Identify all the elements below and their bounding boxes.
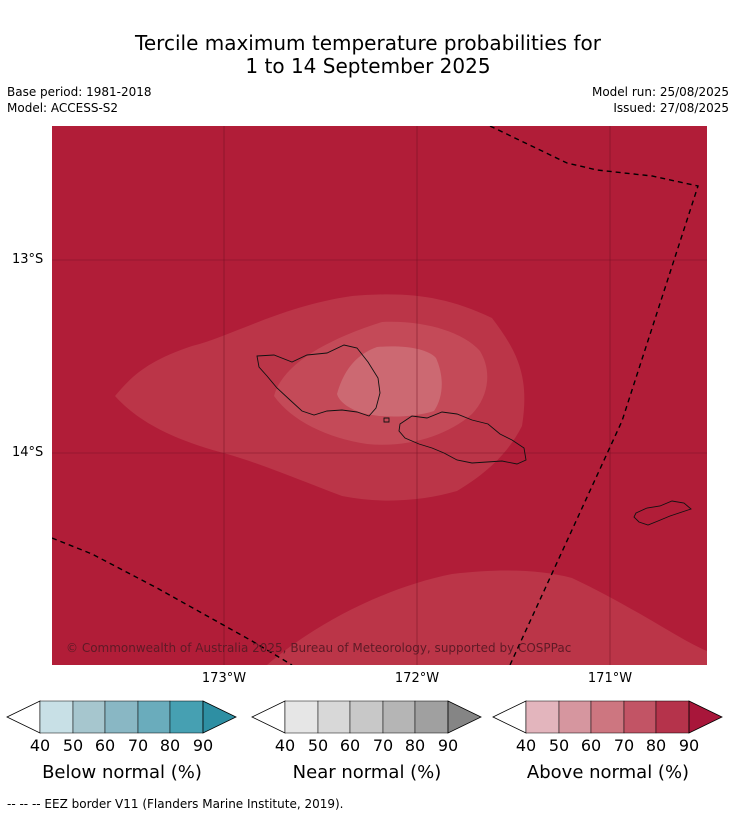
island-savaii [256,344,381,417]
meta-right: Model run: 25/08/2025 Issued: 27/08/2025 [592,84,729,116]
colorbar-above-upper-arrow [688,700,723,734]
contour-inner [337,346,442,417]
graticule [52,126,707,665]
island-manono [383,417,390,423]
legend-above-caption: Above normal (%) [526,762,690,783]
meta-left: Base period: 1981-2018 Model: ACCESS-S2 [7,84,152,116]
tick-near-90: 90 [437,736,459,755]
colorbar-near-bin-50 [317,700,351,734]
tick-near-60: 60 [339,736,361,755]
title-line-1: Tercile maximum temperature probabilitie… [135,31,601,55]
map-canvas [52,126,707,665]
island-upolu [398,411,527,465]
colorbar-above [492,700,723,734]
title-line-2: 1 to 14 September 2025 [245,54,491,78]
copyright-text: © Commonwealth of Australia 2025, Bureau… [66,641,572,655]
tick-above-60: 60 [580,736,602,755]
tick-below-60: 60 [94,736,116,755]
colorbar-above-bin-40 [525,700,560,734]
tick-near-80: 80 [404,736,426,755]
base-period: Base period: 1981-2018 [7,85,152,99]
lon-label-171w: 171°W [587,671,633,686]
legend-near-normal: 40 50 60 70 80 90 Near normal (%) [251,700,483,783]
tick-above-80: 80 [645,736,667,755]
eez-border [52,126,699,665]
map-panel: © Commonwealth of Australia 2025, Bureau… [52,126,707,665]
tick-below-70: 70 [127,736,149,755]
colorbar-above-lower-arrow [492,700,527,734]
colorbar-near-upper-arrow [447,700,482,734]
tick-above-50: 50 [548,736,570,755]
legend-near-caption: Near normal (%) [292,762,442,783]
tick-above-90: 90 [678,736,700,755]
colorbar-above-bin-60 [590,700,625,734]
lat-label-13s: 13°S [12,252,44,267]
tick-below-90: 90 [192,736,214,755]
colorbar-below-bin-40 [39,700,74,734]
colorbar-near-bin-60 [349,700,384,734]
lon-label-173w: 173°W [201,671,247,686]
colorbar-below-bin-80 [169,700,204,734]
colorbar-below-bin-60 [104,700,139,734]
colorbar-below-bin-50 [72,700,106,734]
eez-border-south [52,537,293,665]
island-tutuila [633,500,692,526]
lat-label-14s: 14°S [12,445,44,460]
colorbar-near-bin-40 [284,700,319,734]
legend-below-caption: Below normal (%) [42,762,202,783]
colorbar-below [6,700,237,734]
eez-border-north [489,126,699,665]
islands [256,344,692,526]
model-run: Model run: 25/08/2025 [591,85,729,99]
colorbar-below-bin-70 [137,700,171,734]
map-title: Tercile maximum temperature probabilitie… [0,32,736,78]
colorbar-near-lower-arrow [251,700,286,734]
tick-above-70: 70 [613,736,635,755]
colorbar-above-bin-80 [655,700,690,734]
tick-near-50: 50 [307,736,329,755]
tick-above-40: 40 [515,736,537,755]
issued-date: Issued: 27/08/2025 [613,101,729,115]
colorbar-below-lower-arrow [6,700,41,734]
colorbar-near-bin-70 [382,700,416,734]
eez-footnote: -- -- -- EEZ border V11 (Flanders Marine… [7,797,344,811]
colorbar-near [251,700,482,734]
tick-below-80: 80 [159,736,181,755]
colorbar-below-upper-arrow [202,700,237,734]
model-name: Model: ACCESS-S2 [7,101,119,115]
legend-below-normal: 40 50 60 70 80 90 Below normal (%) [6,700,238,783]
tick-near-40: 40 [274,736,296,755]
colorbar-above-bin-50 [558,700,592,734]
tick-near-70: 70 [372,736,394,755]
colorbar-above-bin-70 [623,700,657,734]
colorbar-near-bin-80 [414,700,449,734]
lon-label-172w: 172°W [394,671,440,686]
tick-below-40: 40 [29,736,51,755]
tick-below-50: 50 [62,736,84,755]
contour-south [267,570,707,665]
legend-above-normal: 40 50 60 70 80 90 Above normal (%) [492,700,724,783]
